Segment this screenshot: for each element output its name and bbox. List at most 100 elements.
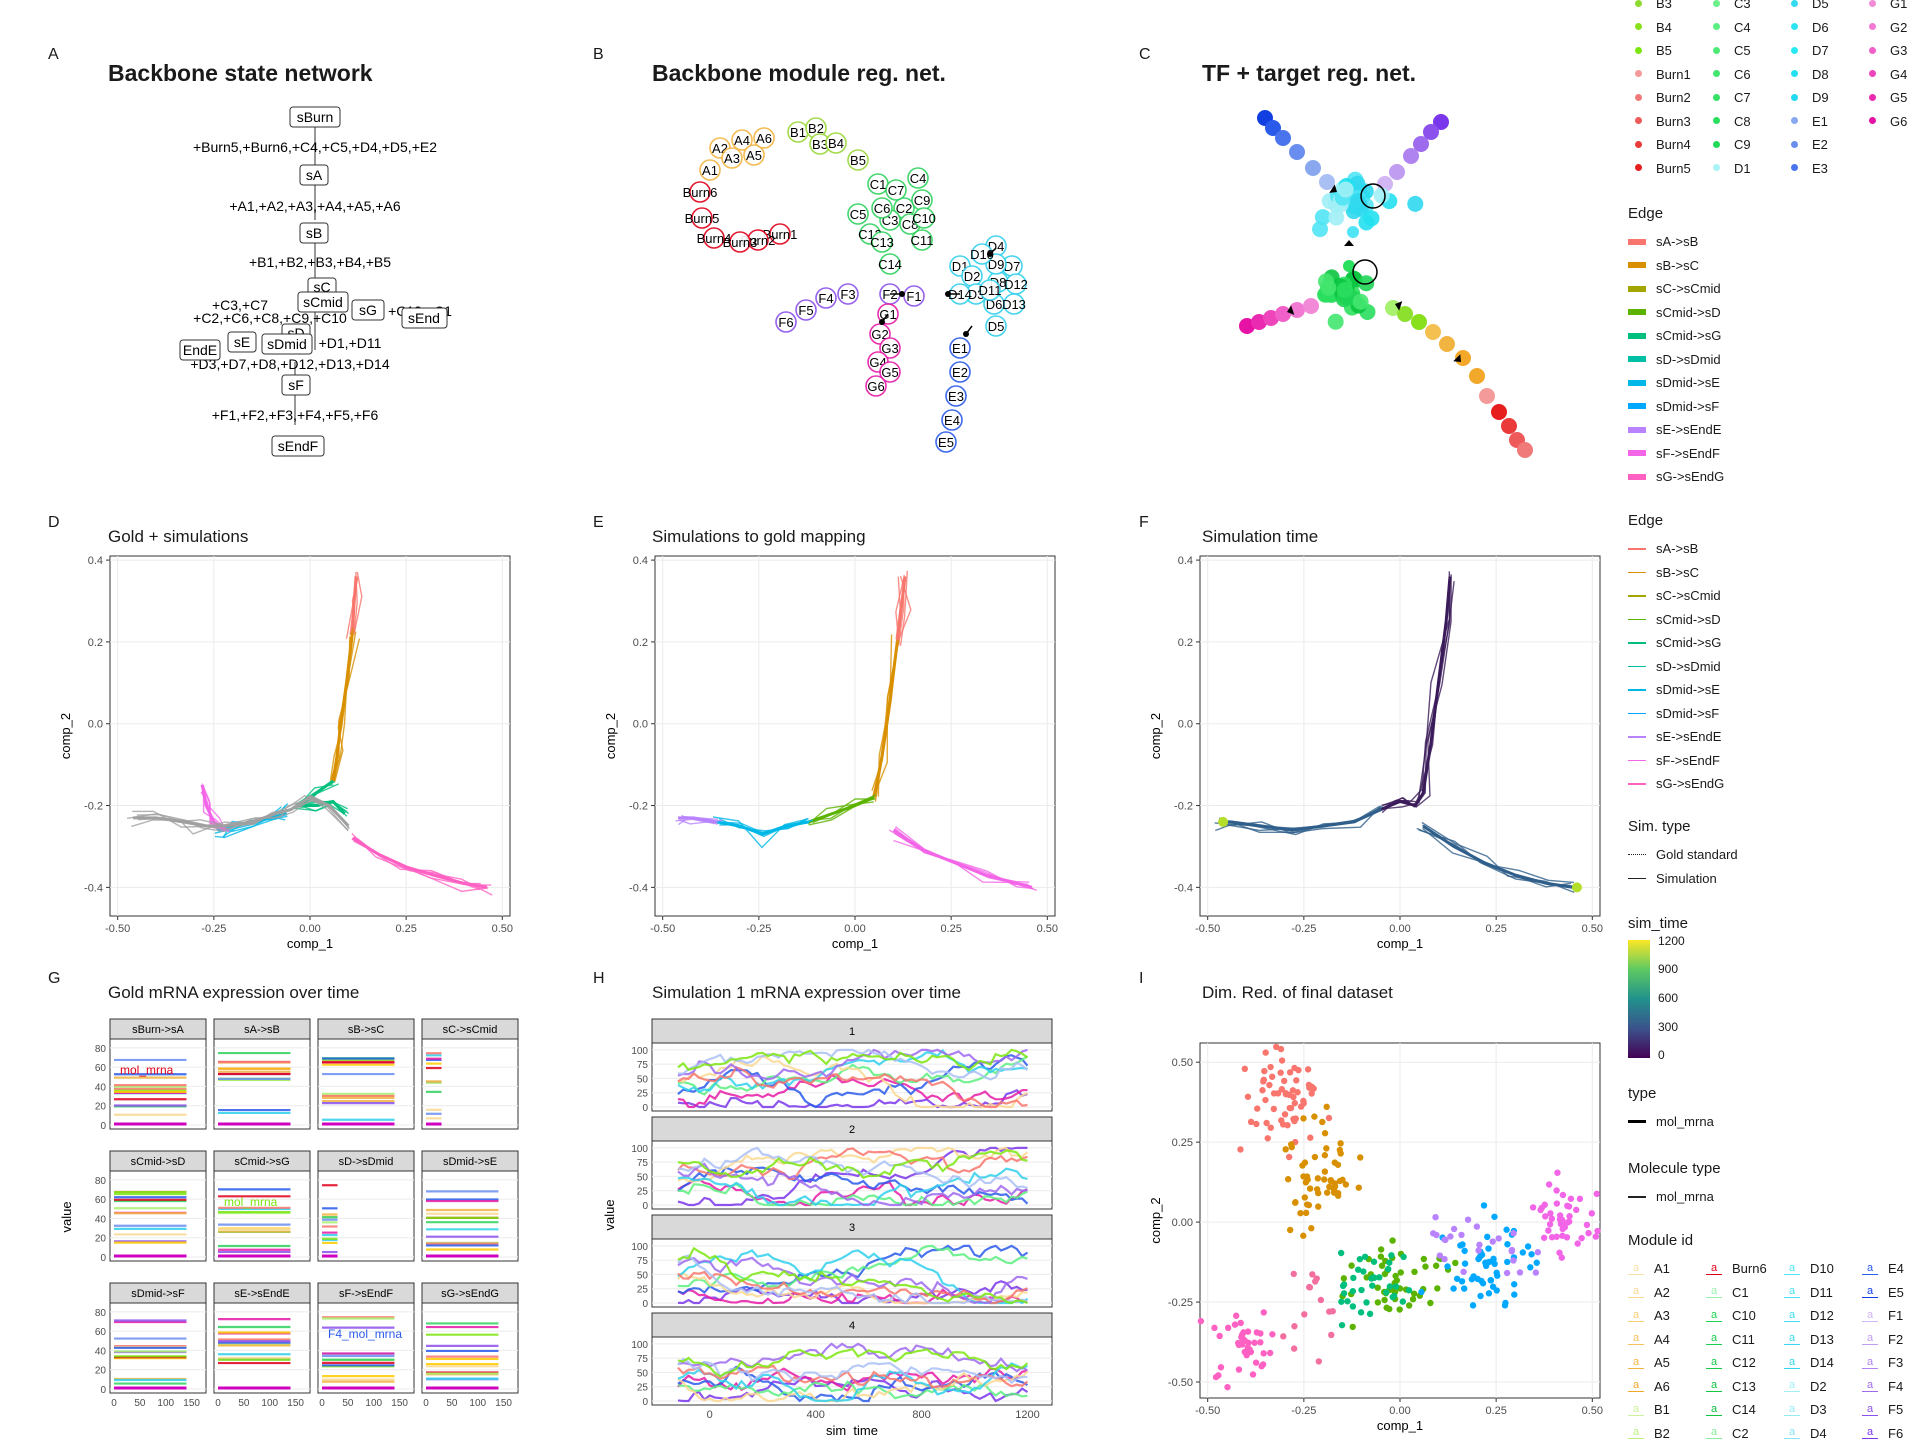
legend-sim-type-title: Sim. type [1628,818,1738,835]
tf-node [1350,193,1366,209]
svg-text:D2: D2 [964,269,981,284]
scatter-point [1387,1283,1393,1289]
facet-label: sB->sC [348,1024,384,1036]
y-axis-label: value [59,1201,74,1232]
scatter-point [1486,1290,1492,1296]
y-tick-label: 20 [95,1366,107,1377]
svg-text:C14: C14 [878,257,902,272]
scatter-point [1483,1263,1489,1269]
tf-node [1439,336,1455,352]
y-tick-label: -0.25 [1168,1297,1193,1309]
scatter-point [1357,1154,1363,1160]
scatter-point [1383,1305,1389,1311]
y-tick-label: 25 [637,1285,649,1296]
y-tick-label: 25 [637,1089,649,1100]
node-sg: sG [359,302,377,318]
scatter-point [1584,1222,1590,1228]
panel-label-d: D [48,514,60,532]
scatter-point [1542,1202,1548,1208]
module-top-item: E2 [1786,133,1864,157]
y-tick-label: 80 [95,1308,107,1319]
module-node: A6 [754,128,774,148]
scatter-point [1437,1252,1443,1258]
y-tick-label: -0.4 [629,882,648,894]
x-tick-label: 0.00 [1389,923,1410,935]
y-tick-label: 0 [100,1385,106,1396]
tf-node [1289,144,1305,160]
scatter-point [1379,1263,1385,1269]
module-node: Burn4 [697,228,732,248]
y-tick-label: 100 [631,1144,648,1155]
scatter-point [1465,1216,1471,1222]
legend-sim-type: Sim. type Gold standard Simulation [1628,818,1738,890]
scatter-point [1315,1175,1321,1181]
scatter-point [1318,1297,1324,1303]
edge-legend-item: sD->sDmid [1628,348,1724,372]
module-top-item: C9 [1708,133,1786,157]
tf-node [1320,280,1336,296]
scatter-point [1511,1291,1517,1297]
scatter-point [1553,1187,1559,1193]
edge-legend-item: sCmid->sD [1628,301,1724,325]
scatter-point [1485,1245,1491,1251]
scatter-point [1574,1240,1580,1246]
scatter-point [1525,1243,1531,1249]
scatter-point [1319,1119,1325,1125]
scatter-point [1260,1361,1266,1367]
scatter-point [1280,1333,1286,1339]
module-node: C10 [912,208,936,228]
module-node: E3 [946,386,966,406]
scatter-point [1257,1330,1263,1336]
x-tick-label: 50 [446,1398,458,1409]
scatter-point [1301,1311,1307,1317]
y-tick-label: 100 [631,1046,648,1057]
title-a: Backbone state network [108,60,373,87]
x-axis-label: comp_1 [1377,1418,1423,1433]
svg-text:E5: E5 [938,435,954,450]
moltype-mol-mrna: mol_mrna [1656,1189,1714,1204]
scatter-point [1260,1350,1266,1356]
scatter-point [1562,1224,1568,1230]
tf-node [1469,368,1485,384]
scatter-point [1338,1250,1344,1256]
svg-text:A5: A5 [746,148,762,163]
module-top-item: B4 [1630,16,1708,40]
scatter-point [1316,1358,1322,1364]
legend-molecule-type-title: Molecule type [1628,1160,1721,1177]
panel-label-b: B [593,46,604,64]
svg-text:D12: D12 [1004,277,1028,292]
scatter-point [1341,1290,1347,1296]
scatter-point [1542,1213,1548,1219]
y-tick-label: 0.0 [88,719,103,731]
y-tick-label: 40 [95,1082,107,1093]
y-tick-label: 0 [100,1253,106,1264]
scatter-point [1410,1296,1416,1302]
module-top-item: C4 [1708,16,1786,40]
simtime-tick-1200: 1200 [1658,934,1685,948]
y-tick-label: 75 [637,1158,649,1169]
y-tick-label: 50 [637,1368,649,1379]
x-tick-label: -0.50 [105,923,130,935]
scatter-point [1534,1260,1540,1266]
scatter-point [1253,1121,1259,1127]
scatter-point [1375,1299,1381,1305]
scatter-point [1546,1181,1552,1187]
scatter-point [1311,1113,1317,1119]
scatter-point [1553,1234,1559,1240]
scatter-point [1559,1254,1565,1260]
scatter-point [1559,1233,1565,1239]
scatter-point [1481,1202,1487,1208]
scatter-point [1337,1147,1343,1153]
scatter-point [1259,1087,1265,1093]
scatter-point [1594,1191,1600,1197]
x-tick-label: 0 [707,1409,713,1421]
edge-legend-item: sF->sEndF [1628,442,1724,466]
